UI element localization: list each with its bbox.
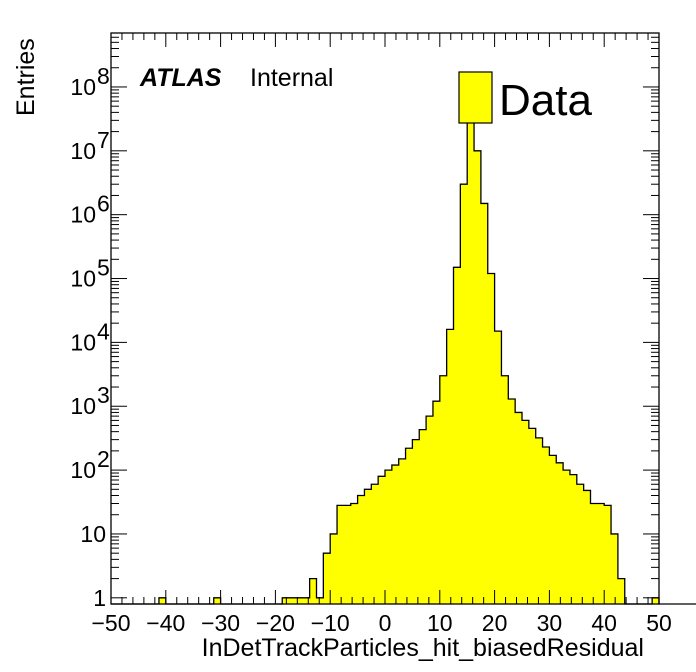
histogram-bar [542,447,550,604]
histogram-bar [323,553,331,604]
histogram-bar [515,412,523,604]
histogram-bar [460,184,468,604]
histogram-bar [453,267,461,604]
histogram-bar [522,420,530,604]
histogram-bar [330,533,338,604]
y-axis-title: Entries [12,38,40,116]
y-tick-label: 10 [70,457,96,483]
histogram-bar [535,437,543,604]
histogram-bar [528,428,536,604]
histogram-bar [494,331,502,604]
y-tick-exponent: 2 [97,446,110,472]
histogram-bar [213,597,221,604]
x-tick-label: 0 [379,610,392,636]
histogram-bar [583,490,591,604]
histogram-bar [405,448,413,604]
histogram-bar [426,416,434,604]
histogram-bar [604,505,612,604]
histogram-bar [446,329,454,604]
histogram-bar [563,470,571,604]
histogram-bar [158,597,167,604]
histogram-bar [289,597,297,604]
x-tick-label: 10 [427,610,453,636]
y-tick-label: 10 [70,329,96,355]
y-tick-exponent: 6 [97,191,110,217]
y-tick-label: 10 [80,521,106,547]
histogram-bar [316,597,324,604]
histogram-bar [652,597,660,604]
histogram-bar [508,398,516,604]
legend-swatch [458,71,493,124]
histogram-bar [412,439,420,604]
y-tick-exponent: 3 [97,382,110,408]
x-tick-label: 20 [482,610,508,636]
histogram-bar [597,503,605,604]
histogram-bar [419,429,427,604]
histogram-bar [556,462,564,604]
internal-label: Internal [250,64,333,92]
plot-frame [110,32,660,605]
atlas-label: ATLAS [139,64,222,92]
histogram-bar [501,375,509,604]
histogram-bar [467,112,475,605]
histogram-bar [295,597,304,604]
x-tick-label: 30 [537,610,563,636]
y-tick-exponent: 8 [97,63,110,89]
y-tick-exponent: 7 [97,127,110,153]
x-tick-label: −30 [201,610,240,636]
x-tick-label: 40 [591,610,617,636]
histogram-bar [617,578,626,604]
histogram-bar [576,484,584,604]
x-tick-label: −20 [256,610,295,636]
y-tick-label: 10 [70,393,96,419]
histogram-bar [309,578,317,604]
y-tick-label: 10 [70,138,96,164]
y-tick-exponent: 5 [97,255,110,281]
histogram-bar [549,455,557,604]
y-tick-label: 10 [70,202,96,228]
histogram-bar [350,503,358,604]
y-tick-label: 1 [93,585,106,611]
histogram-bar [282,597,290,604]
histogram-bar [343,505,352,604]
histogram-bar [364,489,372,604]
histogram-bar [480,203,489,605]
histogram-bar [378,476,386,604]
histogram-bar [590,503,598,604]
histogram-bar [391,465,399,604]
x-tick-labels: −50 −40 −30 −20 −10 0 10 20 30 40 50 [91,610,671,636]
x-tick-label: −40 [146,610,185,636]
histogram-bar [432,401,441,604]
x-tick-label: −50 [91,610,130,636]
y-tick-exponent: 4 [97,318,110,344]
histogram-bar [357,495,365,604]
histogram-bars [158,112,660,605]
histogram-bar [439,375,447,604]
y-tick-label: 10 [70,266,96,292]
histogram-bar [302,597,310,604]
y-tick-label: 10 [70,74,96,100]
histogram-bar [385,470,393,604]
histogram-bar [611,533,619,604]
histogram-bar [337,505,345,604]
x-axis-title: InDetTrackParticles_hit_biasedResidual [202,634,644,662]
x-tick-label: −10 [311,610,350,636]
histogram-bar [398,458,406,604]
histogram-bar [487,273,495,604]
x-tick-label: 50 [646,610,672,636]
histogram-bar [569,474,578,604]
histogram-bar [474,150,482,604]
legend-label: Data [499,76,592,125]
histogram-bar [371,484,379,604]
